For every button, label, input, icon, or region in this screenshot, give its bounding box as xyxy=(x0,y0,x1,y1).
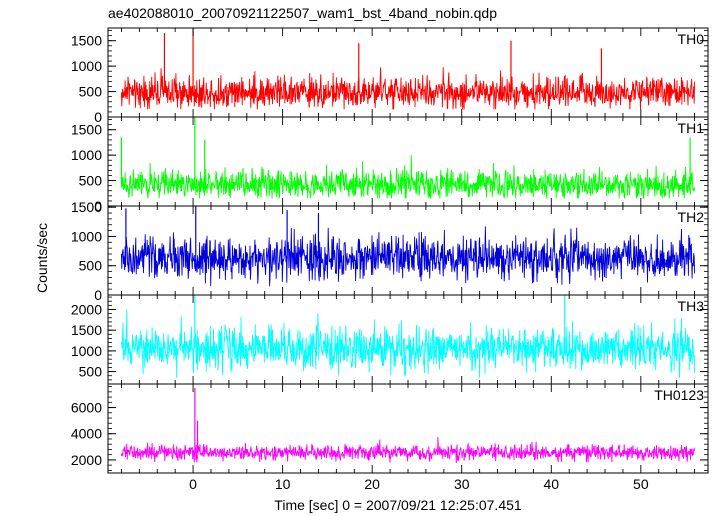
y-tick-label: 2000 xyxy=(71,301,102,317)
y-tick-label: 2000 xyxy=(71,452,102,468)
x-tick-label: 10 xyxy=(275,476,291,492)
panel-th1: TH1 0 500 1000 1500 xyxy=(71,116,709,214)
y-tick-label: 500 xyxy=(79,258,103,274)
panel-th2: TH2 0 500 1000 1500 xyxy=(71,199,709,303)
y-tick-label: 500 xyxy=(79,364,103,380)
trace-th2 xyxy=(120,226,696,287)
y-tick-label: 4000 xyxy=(71,426,102,442)
panel-th3: TH3 500 1000 1500 2000 xyxy=(71,294,709,385)
panel-th0: TH0 0 500 1000 1500 xyxy=(71,27,709,125)
panel-label-th0123: TH0123 xyxy=(654,387,704,403)
panels-group: TH0050010001500TH1050010001500TH20500100… xyxy=(71,27,709,492)
y-tick-label: 1500 xyxy=(71,322,102,338)
y-tick-label: 1500 xyxy=(71,199,102,215)
y-tick-label: 0 xyxy=(94,198,102,214)
x-tick-label: 40 xyxy=(543,476,559,492)
panel-label-th2: TH2 xyxy=(678,209,705,225)
y-tick-label: 500 xyxy=(79,173,103,189)
x-tick-label: 50 xyxy=(633,476,649,492)
y-tick-label: 500 xyxy=(79,84,103,100)
y-axis-label: Counts/sec xyxy=(34,223,50,293)
trace-th3 xyxy=(120,309,696,378)
y-tick-label: 1500 xyxy=(71,33,102,49)
y-tick-label: 1500 xyxy=(71,122,102,138)
trace-th1 xyxy=(120,155,696,200)
panel-th0123: TH0123 2000 4000 6000 xyxy=(71,383,709,474)
panel-label-th1: TH1 xyxy=(678,120,705,136)
x-axis-label: Time [sec] 0 = 2007/09/21 12:25:07.451 xyxy=(274,497,522,513)
chart-title: ae402088010_20070921122507_wam1_bst_4ban… xyxy=(108,5,497,21)
y-tick-label: 1000 xyxy=(71,147,102,163)
y-tick-label: 1000 xyxy=(71,228,102,244)
x-tick-label: 20 xyxy=(364,476,380,492)
y-tick-label: 1000 xyxy=(71,343,102,359)
panel-frame xyxy=(107,27,709,118)
panel-frame xyxy=(107,116,709,207)
trace-th0123 xyxy=(120,436,696,464)
x-tick-label: 0 xyxy=(189,476,197,492)
y-tick-label: 0 xyxy=(94,287,102,303)
x-tick-label: 30 xyxy=(454,476,470,492)
panel-label-th0: TH0 xyxy=(678,31,705,47)
panel-label-th3: TH3 xyxy=(678,298,705,314)
trace-th0 xyxy=(120,67,696,110)
y-tick-label: 6000 xyxy=(71,400,102,416)
y-tick-label: 1000 xyxy=(71,58,102,74)
y-tick-label: 0 xyxy=(94,109,102,125)
